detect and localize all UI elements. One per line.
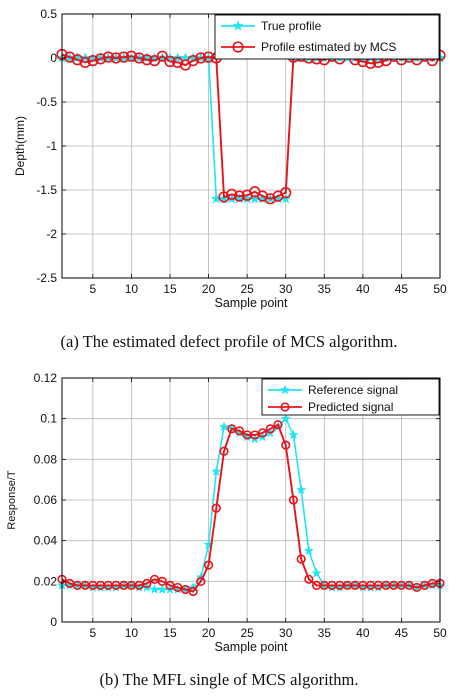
y-tick-label: 0 [50, 615, 57, 629]
data-point [71, 54, 84, 66]
x-axis-label: Sample point [215, 296, 288, 310]
y-tick-label: -1 [46, 139, 57, 153]
data-point [102, 51, 114, 63]
y-tick-label: -0.5 [36, 95, 57, 109]
x-tick-label: 45 [395, 282, 409, 296]
data-point [219, 446, 229, 456]
x-tick-label: 5 [90, 626, 97, 640]
x-tick-label: 30 [279, 626, 293, 640]
data-point [188, 586, 198, 597]
data-point [211, 503, 221, 513]
data-point [288, 429, 299, 440]
figure-panel-a: 5 10 15 20 25 30 35 40 45 50 0.5 0 -0.5 -1 -1.5 -2 -2.5 S… [13, 7, 447, 351]
data-point [273, 420, 283, 430]
y-tick-label: 0.04 [34, 534, 58, 548]
caption-b: (b) The MFL single of MCS algorithm. [99, 670, 359, 689]
data-point [118, 51, 130, 63]
data-point [296, 484, 307, 495]
data-point [142, 578, 152, 588]
data-point [156, 50, 168, 62]
y-tick-label: 0.06 [34, 493, 58, 507]
data-point [110, 52, 122, 64]
x-tick-label: 30 [279, 282, 293, 296]
x-tick-label: 5 [90, 282, 97, 296]
x-axis-label: Sample point [215, 640, 288, 654]
data-point [94, 53, 107, 65]
x-tick-label: 45 [395, 626, 409, 640]
data-point [218, 191, 230, 203]
data-point [226, 188, 238, 200]
data-point [64, 51, 76, 63]
data-point [195, 52, 207, 64]
legend-label: Reference signal [308, 383, 398, 397]
data-point [141, 54, 153, 66]
y-tick-label: -1.5 [36, 183, 57, 197]
data-point [311, 567, 322, 578]
legend-swatch-marker [232, 41, 244, 53]
y-tick-label: -2.5 [36, 271, 57, 285]
data-point [196, 576, 206, 586]
y-tick-label: 0.1 [40, 412, 57, 426]
data-point [296, 554, 306, 564]
legend-swatch-marker [280, 402, 290, 412]
data-point [164, 55, 176, 68]
data-point [257, 428, 268, 438]
data-point [280, 187, 292, 199]
legend-swatch-marker [279, 384, 291, 395]
legend-box [261, 378, 440, 416]
x-tick-label: 35 [318, 626, 332, 640]
legend-box [214, 14, 440, 60]
data-point [125, 50, 138, 62]
y-tick-label: -2 [46, 227, 57, 241]
x-tick-label: 20 [202, 626, 216, 640]
y-axis-label: Response/T [6, 470, 18, 530]
legend-swatch-marker [232, 20, 244, 31]
data-point [265, 424, 275, 434]
y-tick-label: 0.5 [40, 7, 57, 21]
y-axis-label: Depth(mm) [13, 116, 27, 176]
data-point [133, 52, 145, 64]
x-tick-label: 50 [433, 626, 447, 640]
y-tick-label: 0.08 [34, 452, 58, 466]
y-tick-label: 0.12 [34, 371, 58, 385]
x-tick-label: 25 [240, 282, 254, 296]
x-tick-label: 40 [356, 626, 370, 640]
data-point [234, 426, 245, 436]
data-point [281, 440, 291, 450]
data-point [172, 56, 184, 69]
x-tick-label: 10 [125, 282, 139, 296]
data-point [218, 421, 230, 432]
data-point [202, 51, 215, 63]
chart-b-svg: 5 10 15 20 25 30 35 40 45 50 0 0.02 0.04 0.06 0.08 0.1 0… [6, 371, 447, 654]
x-tick-label: 35 [318, 282, 332, 296]
x-tick-label: 10 [125, 626, 139, 640]
x-tick-label: 15 [163, 626, 177, 640]
data-point [203, 560, 214, 570]
data-point [211, 466, 222, 476]
chart-a-svg: 5 10 15 20 25 30 35 40 45 50 0.5 0 -0.5 -1 -1.5 -2 -2.5 S… [13, 7, 447, 310]
x-tick-label: 50 [433, 282, 447, 296]
data-point [233, 190, 246, 202]
data-point [264, 193, 276, 205]
data-point [256, 190, 269, 202]
x-tick-label: 25 [240, 626, 254, 640]
data-point [87, 55, 99, 67]
data-point [304, 574, 314, 584]
x-tick-label: 15 [163, 282, 177, 296]
y-tick-label: 0 [50, 51, 57, 65]
legend-label: True profile [261, 19, 322, 33]
figure-panel-b: 5 10 15 20 25 30 35 40 45 50 0 0.02 0.04 0.06 0.08 0.1 0… [0, 364, 458, 696]
data-point [187, 55, 199, 67]
x-tick-label: 20 [202, 282, 216, 296]
y-tick-label: 0.02 [34, 574, 58, 588]
data-point [288, 495, 299, 505]
legend-label: Predicted signal [308, 400, 393, 414]
data-point [303, 545, 314, 556]
data-point [157, 576, 167, 586]
data-point [79, 56, 91, 69]
caption-a: (a) The estimated defect profile of MCS … [60, 332, 398, 351]
data-point [280, 413, 291, 424]
x-tick-label: 40 [356, 282, 370, 296]
legend-label: Profile estimated by MCS [261, 40, 396, 54]
